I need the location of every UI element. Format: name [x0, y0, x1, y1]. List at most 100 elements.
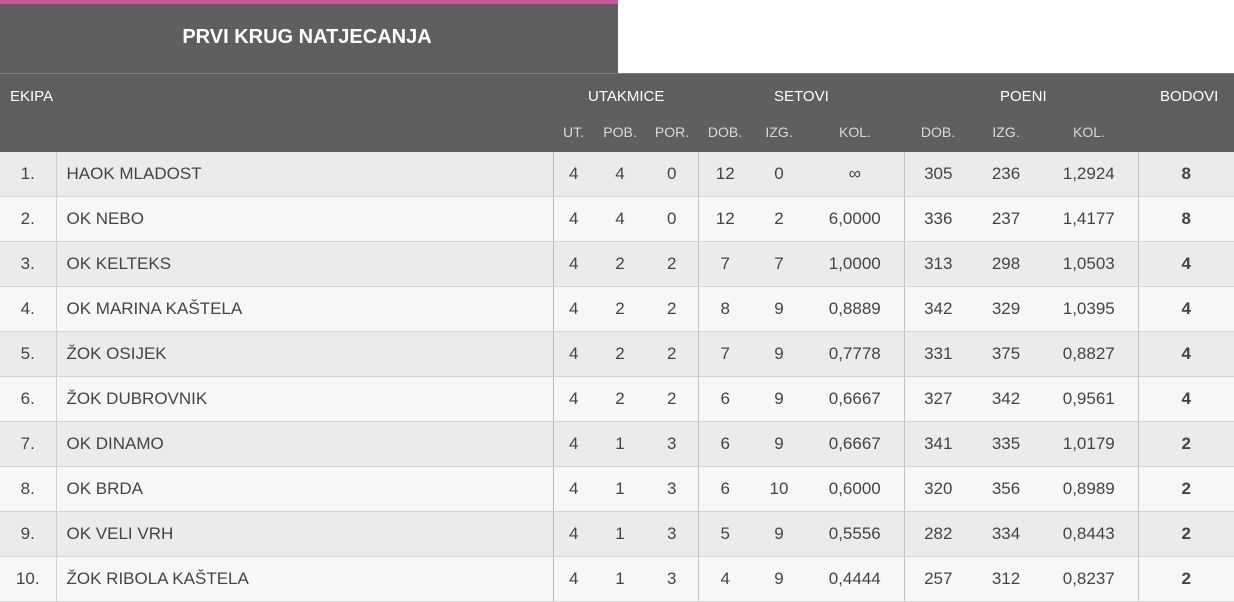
standing-points: 2	[1137, 466, 1234, 512]
competition-tab[interactable]: PRVI KRUG NATJECANJA	[0, 0, 618, 74]
table-row[interactable]: 1. HAOK MLADOST 4 4 0 12 0 ∞ 305 236 1,2924 8	[0, 152, 1234, 197]
set-ratio: 0,8889	[806, 286, 905, 332]
matches-played: 4	[552, 152, 594, 197]
matches-played: 4	[552, 196, 594, 242]
points-won: 331	[904, 331, 972, 377]
points-lost: 236	[972, 152, 1040, 197]
points-lost: 375	[972, 331, 1040, 377]
header-bodovi: BODOVI	[1160, 88, 1219, 105]
points-lost: 334	[972, 511, 1040, 557]
table-row[interactable]: 3. OK KELTEKS 4 2 2 7 7 1,0000 313 298 1,0503 4	[0, 241, 1234, 287]
matches-played: 4	[552, 466, 594, 512]
header-poeni: POENI	[1000, 88, 1047, 105]
team-name[interactable]: ŽOK OSIJEK	[55, 331, 554, 377]
losses: 3	[646, 421, 699, 467]
rank: 2.	[0, 196, 56, 242]
rank: 5.	[0, 331, 56, 377]
wins: 1	[594, 421, 646, 467]
losses: 2	[646, 241, 699, 287]
rank: 6.	[0, 376, 56, 422]
set-ratio: 0,6667	[806, 376, 905, 422]
header-por: POR.	[654, 124, 690, 140]
table-row[interactable]: 5. ŽOK OSIJEK 4 2 2 7 9 0,7778 331 375 0,8827 4	[0, 331, 1234, 377]
team-name[interactable]: ŽOK DUBROVNIK	[55, 376, 554, 422]
wins: 1	[594, 466, 646, 512]
header-ekipa: EKIPA	[10, 88, 54, 105]
points-lost: 329	[972, 286, 1040, 332]
set-ratio: 6,0000	[806, 196, 905, 242]
point-ratio: 0,8443	[1040, 511, 1138, 557]
losses: 2	[646, 286, 699, 332]
sets-won: 6	[698, 376, 752, 422]
rank: 4.	[0, 286, 56, 332]
matches-played: 4	[552, 421, 594, 467]
header-ut: UT.	[563, 124, 584, 140]
set-ratio: 1,0000	[806, 241, 905, 287]
standing-points: 8	[1137, 152, 1234, 197]
points-lost: 342	[972, 376, 1040, 422]
sets-lost: 9	[752, 556, 806, 602]
team-name[interactable]: OK BRDA	[55, 466, 554, 512]
rank: 7.	[0, 421, 56, 467]
sets-lost: 7	[752, 241, 806, 287]
losses: 3	[646, 556, 699, 602]
sets-lost: 9	[752, 421, 806, 467]
table-header: EKIPA UTAKMICE SETOVI POENI BODOVI UT. P…	[0, 74, 1234, 152]
matches-played: 4	[552, 376, 594, 422]
point-ratio: 0,8827	[1040, 331, 1138, 377]
sets-lost: 9	[752, 511, 806, 557]
standing-points: 4	[1137, 376, 1234, 422]
wins: 1	[594, 511, 646, 557]
table-row[interactable]: 10. ŽOK RIBOLA KAŠTELA 4 1 3 4 9 0,4444 257 312 0,…	[0, 556, 1234, 602]
rank: 8.	[0, 466, 56, 512]
standing-points: 2	[1137, 421, 1234, 467]
matches-played: 4	[552, 556, 594, 602]
points-won: 342	[904, 286, 972, 332]
sets-won: 7	[698, 331, 752, 377]
sets-lost: 9	[752, 331, 806, 377]
point-ratio: 1,2924	[1040, 152, 1138, 197]
table-row[interactable]: 7. OK DINAMO 4 1 3 6 9 0,6667 341 335 1,0179 2	[0, 421, 1234, 467]
team-name[interactable]: OK DINAMO	[55, 421, 554, 467]
table-row[interactable]: 6. ŽOK DUBROVNIK 4 2 2 6 9 0,6667 327 342 0,9561 4	[0, 376, 1234, 422]
sets-lost: 9	[752, 286, 806, 332]
team-name[interactable]: OK KELTEKS	[55, 241, 554, 287]
points-won: 327	[904, 376, 972, 422]
sets-won: 8	[698, 286, 752, 332]
rank: 3.	[0, 241, 56, 287]
table-row[interactable]: 4. OK MARINA KAŠTELA 4 2 2 8 9 0,8889 342 329 1,03…	[0, 286, 1234, 332]
sets-lost: 9	[752, 376, 806, 422]
points-won: 336	[904, 196, 972, 242]
sets-lost: 0	[752, 152, 806, 197]
losses: 0	[646, 196, 699, 242]
sets-won: 12	[698, 196, 752, 242]
wins: 1	[594, 556, 646, 602]
header-points-izg: IZG.	[992, 124, 1020, 140]
team-name[interactable]: OK NEBO	[55, 196, 554, 242]
points-lost: 237	[972, 196, 1040, 242]
sets-lost: 2	[752, 196, 806, 242]
table-row[interactable]: 8. OK BRDA 4 1 3 6 10 0,6000 320 356 0,8989 2	[0, 466, 1234, 512]
points-won: 257	[904, 556, 972, 602]
header-points-kol: KOL.	[1073, 124, 1105, 140]
team-name[interactable]: ŽOK RIBOLA KAŠTELA	[55, 556, 554, 602]
standing-points: 4	[1137, 241, 1234, 287]
team-name[interactable]: OK VELI VRH	[55, 511, 554, 557]
point-ratio: 1,0179	[1040, 421, 1138, 467]
wins: 2	[594, 331, 646, 377]
header-pob: POB.	[603, 124, 637, 140]
standings-table: 1. HAOK MLADOST 4 4 0 12 0 ∞ 305 236 1,2924 8 2. OK N…	[0, 152, 1234, 602]
team-name[interactable]: HAOK MLADOST	[55, 152, 554, 197]
sets-won: 6	[698, 421, 752, 467]
point-ratio: 0,8237	[1040, 556, 1138, 602]
matches-played: 4	[552, 241, 594, 287]
losses: 3	[646, 466, 699, 512]
table-row[interactable]: 9. OK VELI VRH 4 1 3 5 9 0,5556 282 334 0,8443 2	[0, 511, 1234, 557]
team-name[interactable]: OK MARINA KAŠTELA	[55, 286, 554, 332]
matches-played: 4	[552, 286, 594, 332]
losses: 3	[646, 511, 699, 557]
standing-points: 4	[1137, 286, 1234, 332]
wins: 4	[594, 152, 646, 197]
table-row[interactable]: 2. OK NEBO 4 4 0 12 2 6,0000 336 237 1,4177 8	[0, 196, 1234, 242]
set-ratio: 0,6667	[806, 421, 905, 467]
